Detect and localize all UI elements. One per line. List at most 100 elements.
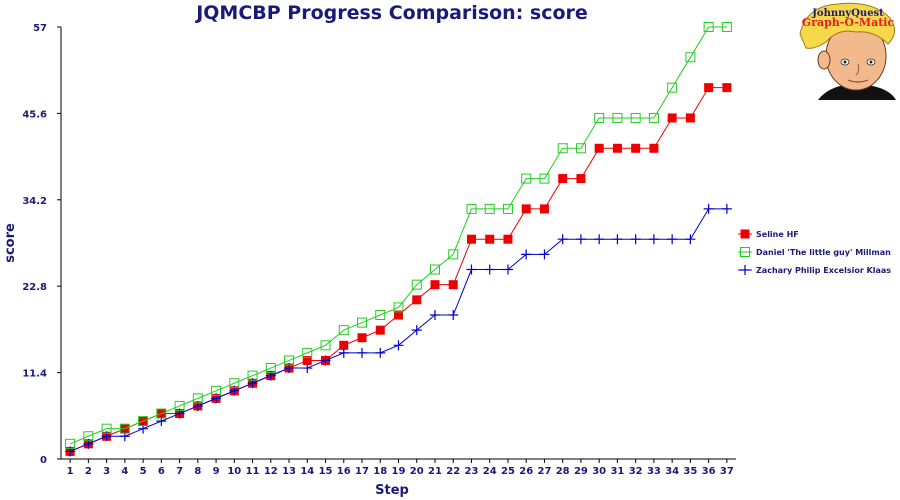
series-point xyxy=(375,325,385,335)
x-tick-label: 17 xyxy=(355,466,369,477)
x-tick-label: 25 xyxy=(501,466,515,477)
series-point xyxy=(429,264,440,275)
series-point xyxy=(83,431,94,442)
series-point xyxy=(722,83,732,93)
series-point xyxy=(685,113,695,123)
series-point xyxy=(320,355,331,366)
series-point xyxy=(375,310,386,320)
series-point xyxy=(685,234,696,245)
x-tick-label: 3 xyxy=(103,466,110,477)
x-tick-label: 14 xyxy=(300,466,314,477)
series-point xyxy=(138,416,149,427)
series-point xyxy=(119,423,130,434)
y-tick-label: 11.4 xyxy=(22,369,47,380)
series-layer xyxy=(65,22,732,457)
series-point xyxy=(503,234,513,244)
series-point xyxy=(411,279,422,290)
x-tick-label: 20 xyxy=(410,466,424,477)
series-point xyxy=(338,325,349,336)
series-point xyxy=(338,347,349,358)
series-point xyxy=(558,174,568,184)
series-point xyxy=(192,393,203,404)
series-point xyxy=(539,204,549,214)
series-point xyxy=(174,400,185,411)
series-point xyxy=(575,143,586,154)
x-tick-label: 2 xyxy=(85,466,92,477)
series-point xyxy=(265,363,276,374)
series-point xyxy=(575,234,586,245)
logo-pupil-right xyxy=(869,60,873,64)
series-point xyxy=(667,234,678,245)
series-2 xyxy=(65,203,732,457)
x-tick-label: 24 xyxy=(483,466,497,477)
x-tick-label: 6 xyxy=(158,466,165,477)
x-tick-label: 12 xyxy=(264,466,278,477)
series-point xyxy=(357,317,368,328)
series-point xyxy=(466,264,477,275)
x-tick-label: 23 xyxy=(465,466,479,477)
y-tick-label: 57 xyxy=(33,23,47,34)
plot-axes xyxy=(60,27,736,460)
series-point xyxy=(704,83,714,93)
series-point xyxy=(484,264,495,275)
series-point xyxy=(557,234,568,245)
x-tick-label: 21 xyxy=(428,466,442,477)
series-point xyxy=(284,355,295,366)
x-tick-label: 26 xyxy=(519,466,533,477)
series-point xyxy=(302,347,313,358)
series-point xyxy=(502,203,513,214)
chart-title: JQMCBP Progress Comparison: score xyxy=(194,2,588,24)
series-point xyxy=(448,280,458,290)
series-point xyxy=(394,310,403,320)
y-tick-label: 34.2 xyxy=(22,196,47,207)
y-axis-title: score xyxy=(3,223,18,263)
series-point xyxy=(429,310,440,320)
x-tick-label: 29 xyxy=(574,466,588,477)
series-line xyxy=(69,208,727,452)
series-point xyxy=(502,264,513,275)
series-point xyxy=(521,249,532,260)
x-tick-label: 1 xyxy=(67,466,74,477)
series-point xyxy=(302,363,313,374)
series-point xyxy=(320,340,331,351)
x-tick-label: 4 xyxy=(121,466,128,477)
series-point xyxy=(667,113,677,123)
legend-label: Zachary Philip Excelsior Klaas xyxy=(756,266,891,275)
x-tick-label: 18 xyxy=(373,466,387,477)
y-tick-label: 22.8 xyxy=(22,282,47,293)
x-tick-label: 37 xyxy=(720,466,734,477)
series-point xyxy=(685,52,696,63)
series-point xyxy=(466,234,476,244)
series-point xyxy=(211,385,222,396)
series-point xyxy=(649,143,659,153)
series-point xyxy=(721,22,732,32)
legend-marker xyxy=(740,229,750,239)
series-point xyxy=(521,173,532,184)
x-tick-label: 31 xyxy=(610,466,624,477)
series-point xyxy=(667,82,678,93)
series-point xyxy=(539,173,550,184)
series-point xyxy=(412,295,422,305)
series-point xyxy=(631,143,641,153)
legend-marker xyxy=(740,247,750,257)
x-tick-label: 8 xyxy=(194,466,201,477)
logo-shirt xyxy=(818,84,896,100)
x-tick-label: 34 xyxy=(665,466,679,477)
series-point xyxy=(594,234,605,245)
series-point xyxy=(302,355,312,365)
x-tick-label: 19 xyxy=(392,466,406,477)
series-line xyxy=(69,87,727,452)
series-point xyxy=(393,340,404,351)
series-point xyxy=(521,204,531,214)
legend-label: Seline HF xyxy=(756,230,799,239)
x-ticks: 1 2 3 4 5 6 7 8 9 10 11 12 13 14 15 16 17 18 19 20 21 22 23 24 2… xyxy=(67,459,734,477)
x-tick-label: 27 xyxy=(537,466,551,477)
legend-label: Daniel 'The little guy' Millman xyxy=(756,248,891,257)
series-point xyxy=(539,249,550,260)
series-point xyxy=(703,203,714,214)
series-point xyxy=(721,203,732,214)
x-tick-label: 36 xyxy=(702,466,716,477)
logo-nose xyxy=(855,63,860,76)
x-tick-label: 22 xyxy=(446,466,460,477)
